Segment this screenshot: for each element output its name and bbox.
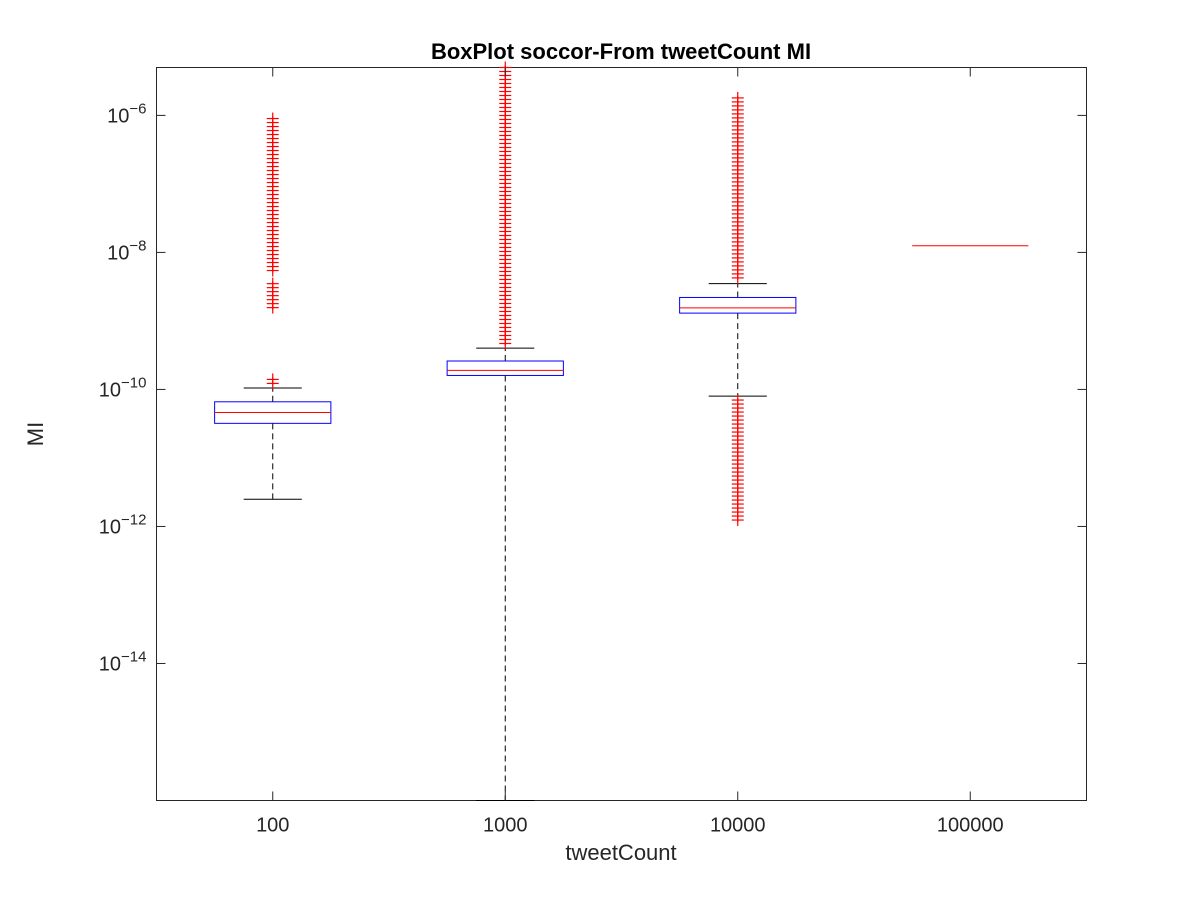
y-tick-label: 10−8 [107, 237, 146, 264]
outlier-group [266, 112, 279, 277]
chart-title: BoxPlot soccor-From tweetCount MI [431, 39, 811, 64]
iqr-box [446, 360, 564, 376]
outlier-group [731, 394, 744, 527]
axis-ticks: 10−6 10−8 10−10 10−12 10−14 100 1000 10000 10000… [99, 67, 1087, 837]
plot-marks [214, 61, 1029, 801]
plot-area [156, 67, 1087, 801]
y-tick-label: 10−6 [107, 100, 146, 127]
outlier-group [499, 61, 512, 350]
y-tick-label: 10−14 [99, 648, 147, 675]
x-tick-label: 1000 [483, 815, 528, 837]
y-tick-label: 10−12 [99, 511, 147, 538]
x-tick-label: 100000 [937, 815, 1004, 837]
x-tick-label: 10000 [710, 815, 766, 837]
outlier-group [266, 373, 279, 390]
y-axis-title: MI [23, 422, 48, 446]
x-axis-title: tweetCount [565, 840, 676, 865]
y-tick-label: 10−10 [99, 374, 147, 401]
x-tick-label: 100 [256, 815, 289, 837]
iqr-box [679, 296, 797, 314]
outlier-group [731, 91, 744, 284]
outlier-group [266, 277, 279, 314]
